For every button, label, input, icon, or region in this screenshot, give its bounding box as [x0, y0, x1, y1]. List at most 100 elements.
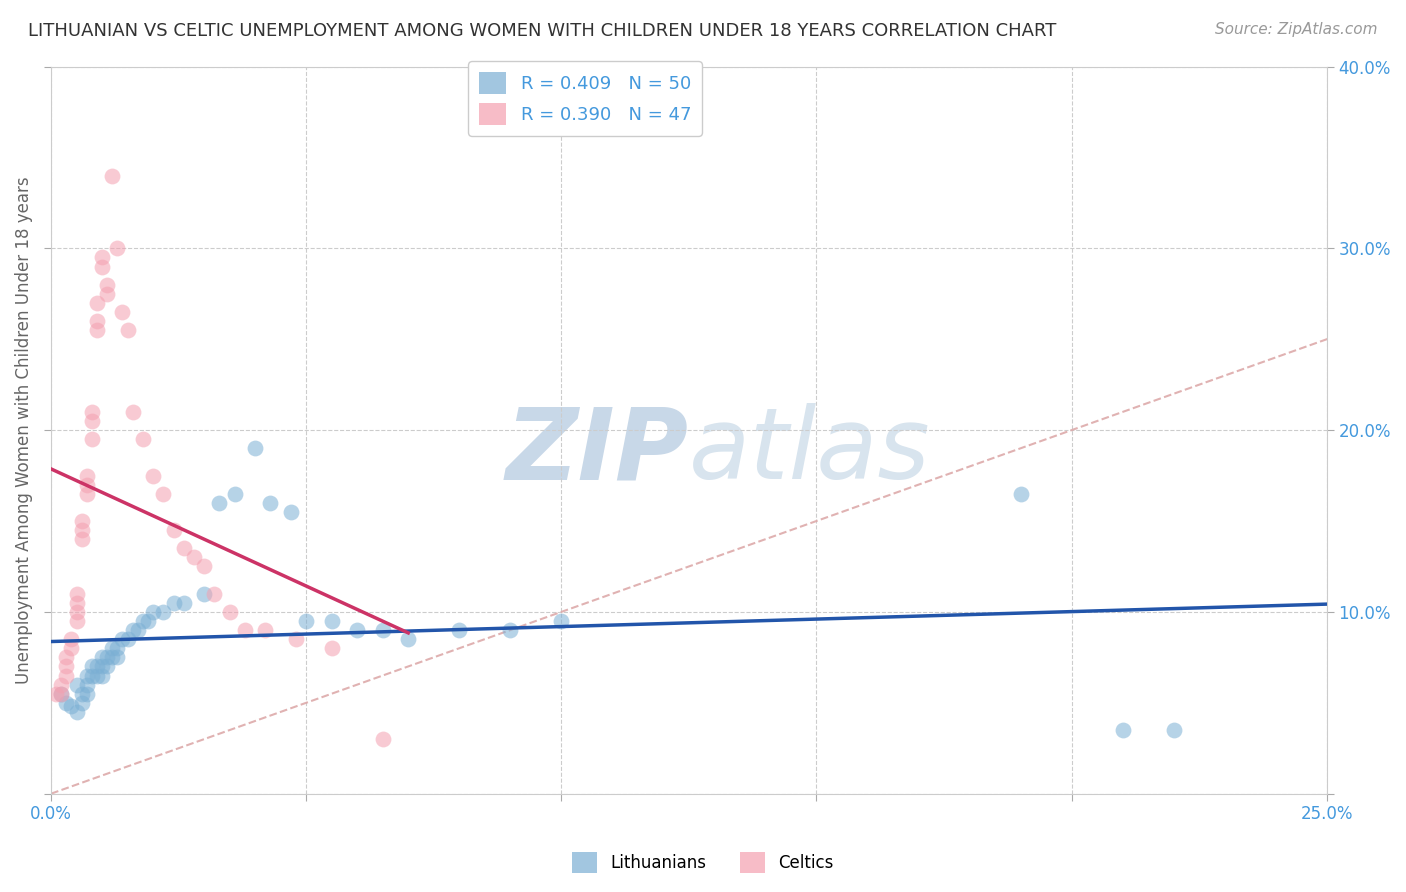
Point [224, 487, 246, 501]
Point [45, 687, 67, 701]
Point [111, 632, 134, 647]
Point [91, 650, 114, 665]
Point [183, 550, 205, 565]
Point [105, 241, 128, 255]
Point [233, 623, 256, 637]
Point [55, 668, 77, 682]
Point [132, 614, 155, 628]
Point [70, 532, 93, 546]
Point [76, 687, 98, 701]
Point [60, 699, 83, 714]
Point [91, 668, 114, 682]
Point [86, 296, 108, 310]
Point [254, 623, 277, 637]
Point [91, 659, 114, 673]
Point [76, 678, 98, 692]
Legend: R = 0.409   N = 50, R = 0.390   N = 47: R = 0.409 N = 50, R = 0.390 N = 47 [468, 61, 702, 136]
Point [86, 668, 108, 682]
Point [80, 659, 103, 673]
Point [76, 468, 98, 483]
Point [117, 323, 139, 337]
Point [76, 487, 98, 501]
Point [111, 305, 134, 319]
Point [70, 696, 93, 710]
Point [162, 596, 184, 610]
Point [121, 623, 143, 637]
Point [1111, 723, 1133, 737]
Point [371, 623, 394, 637]
Point [152, 605, 174, 619]
Point [86, 323, 108, 337]
Point [65, 596, 87, 610]
Point [80, 414, 103, 428]
Point [127, 623, 149, 637]
Point [96, 286, 118, 301]
Point [96, 277, 118, 292]
Point [202, 587, 225, 601]
Point [499, 623, 522, 637]
Point [96, 659, 118, 673]
Point [142, 605, 165, 619]
Point [285, 632, 308, 647]
Point [60, 641, 83, 656]
Text: LITHUANIAN VS CELTIC UNEMPLOYMENT AMONG WOMEN WITH CHILDREN UNDER 18 YEARS CORRE: LITHUANIAN VS CELTIC UNEMPLOYMENT AMONG … [28, 22, 1056, 40]
Point [550, 614, 572, 628]
Point [80, 405, 103, 419]
Y-axis label: Unemployment Among Women with Children Under 18 years: Unemployment Among Women with Children U… [15, 177, 32, 684]
Point [91, 251, 114, 265]
Point [65, 605, 87, 619]
Point [449, 623, 471, 637]
Point [1163, 723, 1185, 737]
Point [259, 496, 281, 510]
Point [173, 541, 195, 556]
Point [80, 668, 103, 682]
Point [193, 559, 215, 574]
Point [65, 587, 87, 601]
Point [51, 687, 73, 701]
Point [65, 614, 87, 628]
Point [346, 623, 368, 637]
Point [162, 523, 184, 537]
Text: Source: ZipAtlas.com: Source: ZipAtlas.com [1215, 22, 1378, 37]
Point [132, 432, 155, 446]
Point [321, 614, 343, 628]
Point [86, 314, 108, 328]
Point [142, 468, 165, 483]
Point [152, 487, 174, 501]
Point [101, 169, 124, 183]
Point [208, 496, 231, 510]
Point [371, 732, 394, 747]
Point [60, 632, 83, 647]
Point [80, 432, 103, 446]
Point [321, 641, 343, 656]
Point [55, 659, 77, 673]
Point [51, 678, 73, 692]
Point [91, 260, 114, 274]
Point [218, 605, 240, 619]
Point [173, 596, 195, 610]
Point [396, 632, 419, 647]
Point [70, 514, 93, 528]
Point [55, 650, 77, 665]
Point [65, 705, 87, 719]
Point [1010, 487, 1032, 501]
Point [70, 523, 93, 537]
Text: atlas: atlas [689, 403, 931, 500]
Point [101, 650, 124, 665]
Point [105, 650, 128, 665]
Point [295, 614, 318, 628]
Point [96, 650, 118, 665]
Point [86, 659, 108, 673]
Point [136, 614, 159, 628]
Point [280, 505, 302, 519]
Point [243, 442, 266, 456]
Point [117, 632, 139, 647]
Point [193, 587, 215, 601]
Point [70, 687, 93, 701]
Point [105, 641, 128, 656]
Text: ZIP: ZIP [506, 403, 689, 500]
Point [76, 477, 98, 491]
Point [101, 641, 124, 656]
Point [121, 405, 143, 419]
Point [55, 696, 77, 710]
